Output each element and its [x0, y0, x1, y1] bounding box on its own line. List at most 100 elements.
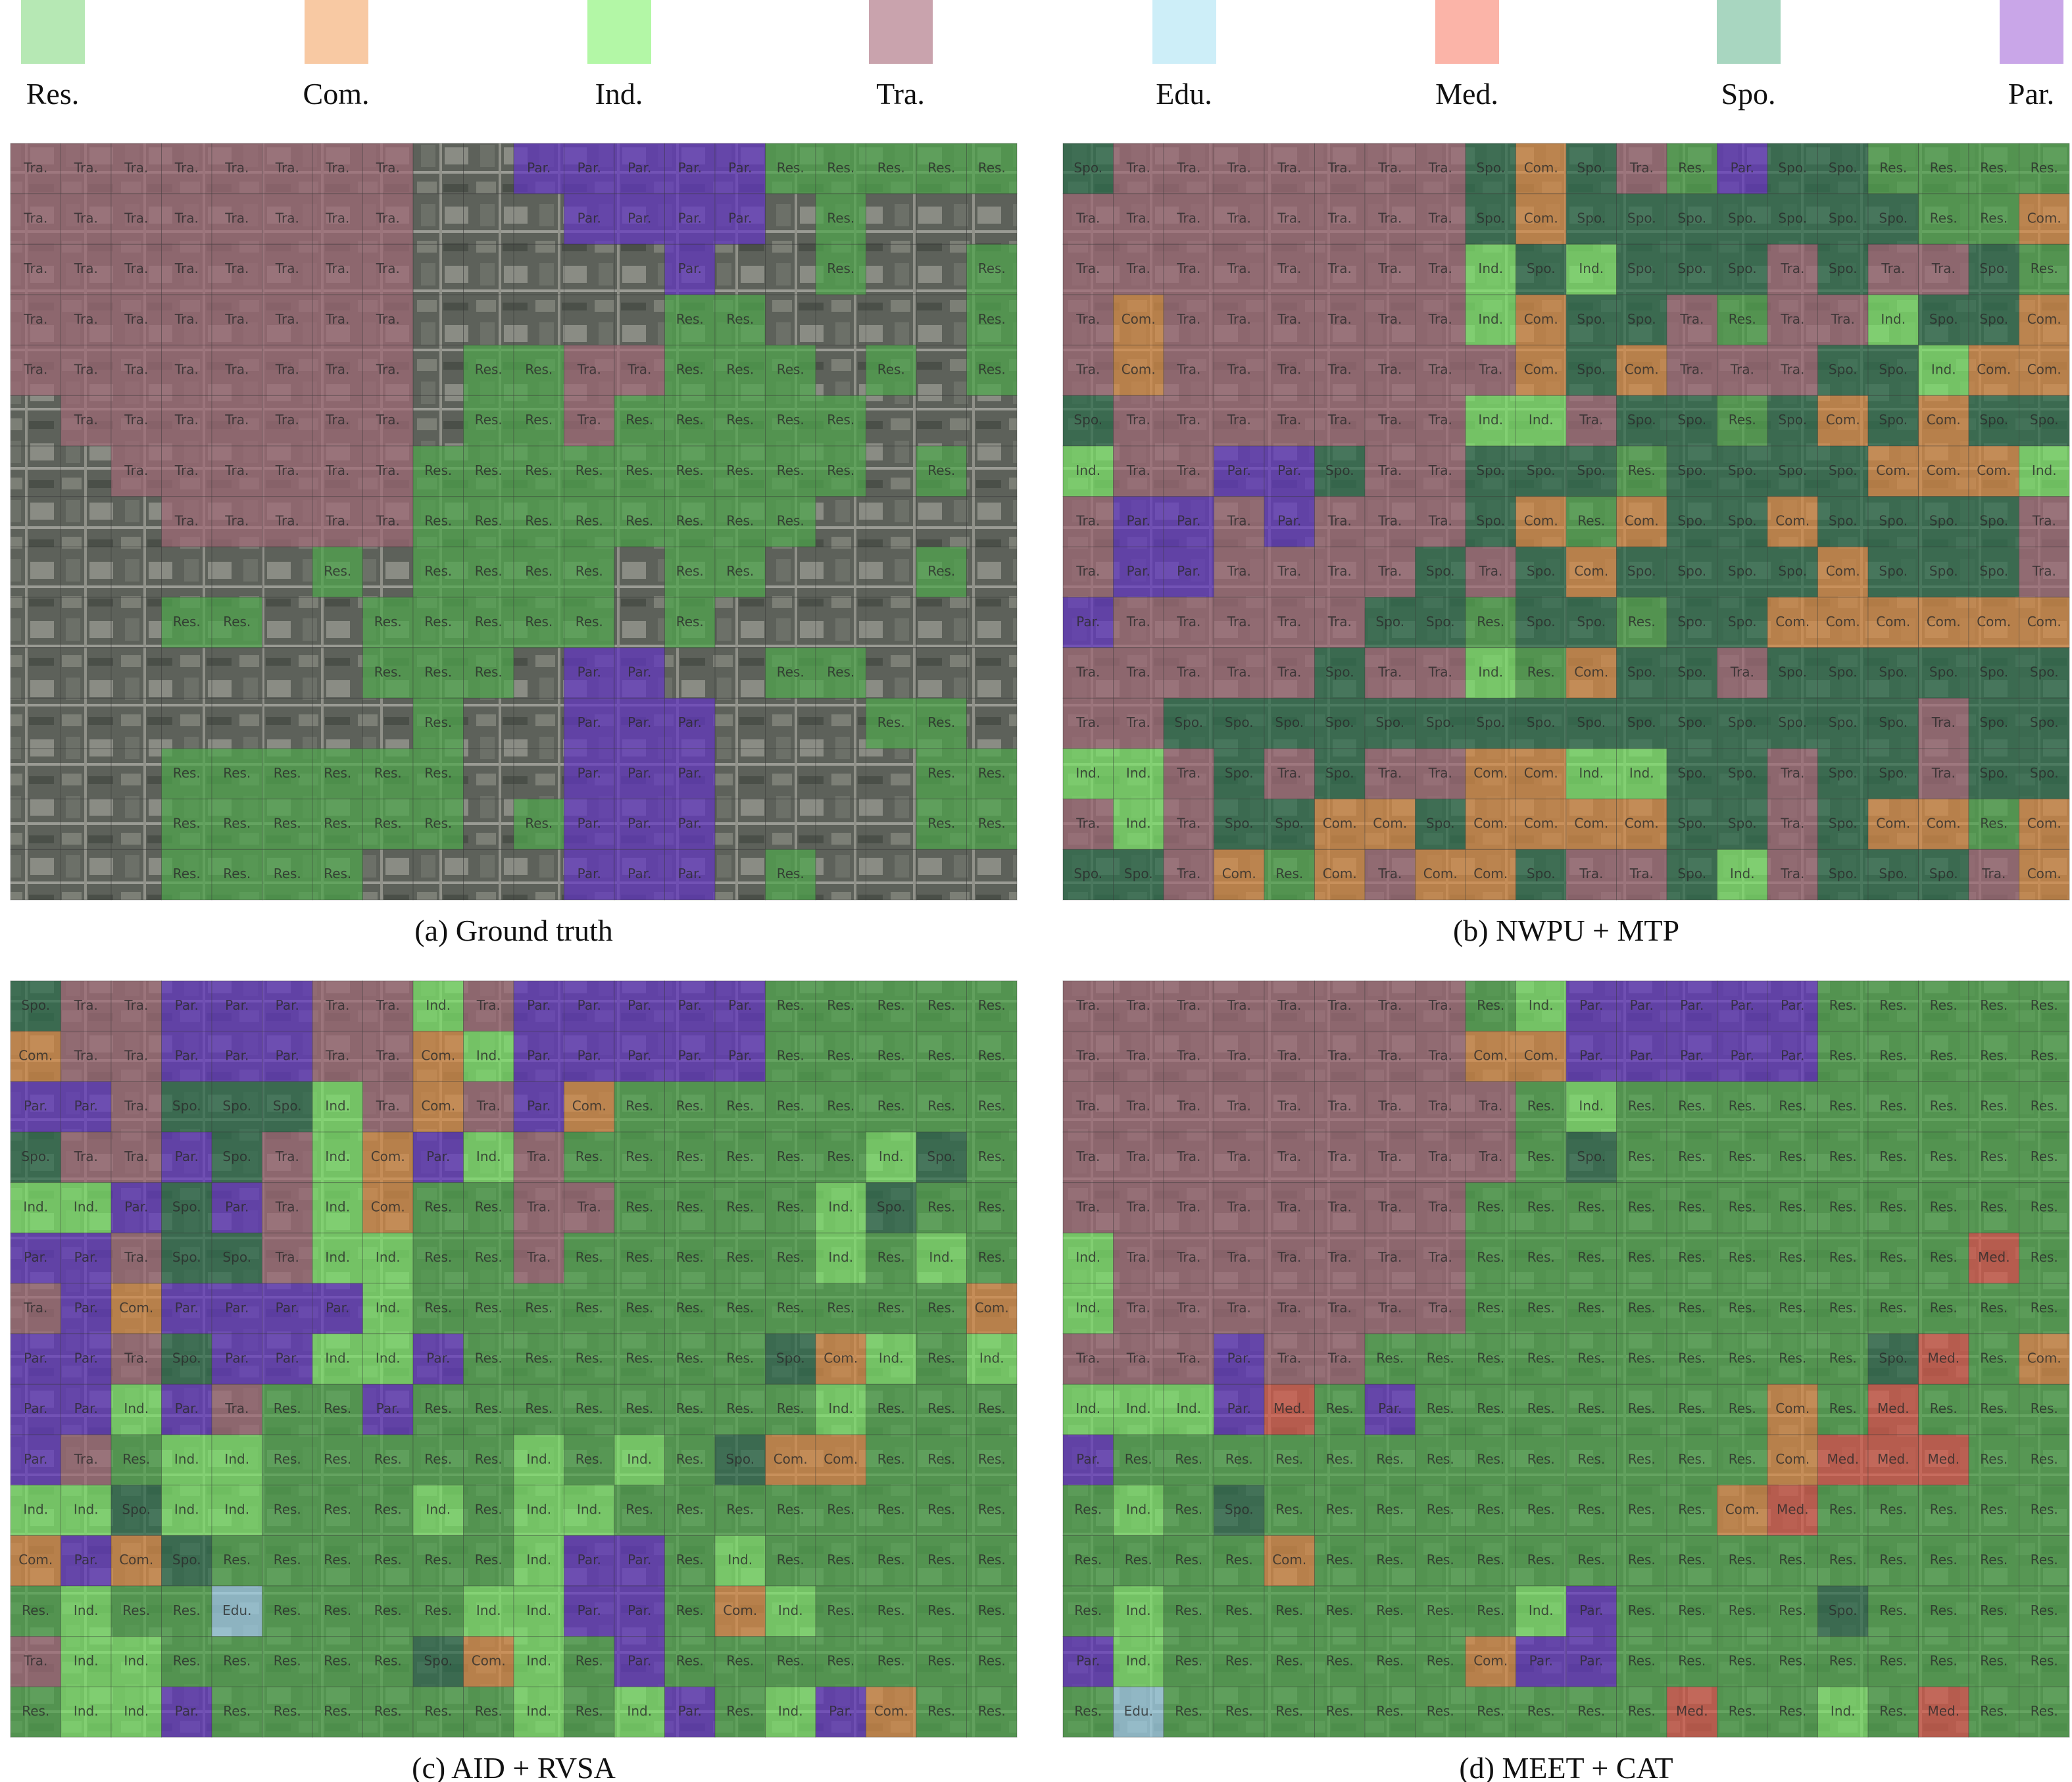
cell-overlay: [715, 1031, 766, 1082]
cell-label: Spo.: [1124, 866, 1153, 881]
cell-overlay: [1969, 1535, 2019, 1586]
cell-overlay: [1918, 1687, 1969, 1737]
cell-overlay: [1868, 1132, 1919, 1183]
cell-overlay: [11, 1586, 61, 1637]
cell-overlay: [916, 1636, 967, 1687]
cell-label: Res.: [1225, 1653, 1253, 1669]
cell-label: Spo.: [1728, 462, 1757, 478]
cell-overlay: [1365, 345, 1416, 396]
cell-overlay: [1365, 1132, 1416, 1183]
cell-label: Res.: [877, 1249, 905, 1265]
cell-label: Res.: [676, 1149, 704, 1164]
cell-overlay: [1616, 799, 1667, 850]
cell-label: Par.: [578, 765, 601, 781]
cell-overlay: [61, 345, 111, 396]
cell-overlay: [1566, 1384, 1617, 1435]
cell-label: Com.: [824, 1350, 858, 1366]
cell-overlay: [312, 799, 363, 850]
cell-label: Ind.: [778, 1602, 803, 1618]
cell-label: Tra.: [224, 210, 249, 226]
cell-label: Res.: [978, 1149, 1006, 1164]
cell-label: Tra.: [1679, 362, 1704, 378]
grid-cell: [866, 395, 917, 447]
cell-label: Res.: [223, 816, 251, 831]
cell-label: Res.: [927, 1048, 955, 1064]
cell-label: Com.: [1323, 816, 1357, 831]
cell-overlay: [1616, 295, 1667, 345]
cell-label: Tra.: [1126, 462, 1150, 478]
cell-label: Tra.: [1579, 866, 1603, 881]
cell-overlay: [1164, 345, 1214, 396]
legend-swatch: [869, 0, 933, 64]
cell-label: Res.: [1829, 1400, 1857, 1416]
cell-overlay: [61, 1132, 111, 1183]
cell-label: Tra.: [74, 362, 98, 378]
cell-label: Res.: [978, 1653, 1006, 1669]
cell-overlay: [463, 345, 514, 396]
cell-label: Ind.: [1831, 1703, 1856, 1719]
cell-overlay: [1817, 1233, 1868, 1283]
cell-label: Ind.: [828, 1249, 853, 1265]
cell-label: Ind.: [828, 1199, 853, 1215]
grid-cell: [765, 748, 816, 800]
cell-label: Par.: [1076, 614, 1100, 630]
cell-label: Res.: [1175, 1602, 1202, 1618]
cell-overlay: [765, 496, 816, 547]
cell-label: Res.: [978, 311, 1006, 327]
cell-overlay: [1214, 1081, 1264, 1132]
grid-cell: [714, 546, 766, 598]
cell-label: Tra.: [325, 412, 349, 428]
cell-overlay: [111, 981, 162, 1031]
cell-label: Tra.: [1176, 765, 1200, 781]
cell-overlay: [1918, 143, 1969, 194]
cell-label: Res.: [676, 311, 704, 327]
cell-overlay: [1314, 1636, 1365, 1687]
cell-label: Tra.: [1377, 1149, 1402, 1164]
cell-overlay: [1969, 1586, 2019, 1637]
cell-label: Ind.: [1931, 362, 1956, 378]
cell-overlay: [564, 981, 614, 1031]
cell-label: Par.: [175, 1149, 199, 1164]
cell-label: Res.: [676, 1350, 704, 1366]
cell-label: Tra.: [74, 1048, 98, 1064]
cell-overlay: [362, 1031, 413, 1082]
cell-label: Par.: [1277, 462, 1301, 478]
cell-overlay: [1717, 597, 1767, 648]
cell-label: Ind.: [1629, 765, 1654, 781]
cell-label: Tra.: [1428, 311, 1452, 327]
cell-overlay: [2019, 597, 2069, 648]
cell-overlay: [1113, 244, 1164, 295]
cell-overlay: [614, 1636, 665, 1687]
grid-cell: [765, 546, 816, 598]
cell-label: Res.: [626, 412, 653, 428]
cell-overlay: [514, 1233, 564, 1283]
cell-label: Tra.: [1176, 997, 1200, 1013]
cell-overlay: [1868, 143, 1919, 194]
cell-label: Ind.: [174, 1502, 199, 1518]
cell-overlay: [11, 345, 61, 396]
cell-overlay: [2019, 1636, 2069, 1687]
cell-overlay: [463, 1586, 514, 1637]
cell-label: Res.: [1628, 1703, 1656, 1719]
cell-overlay: [715, 446, 766, 497]
grid-cell: [966, 1686, 1018, 1738]
cell-label: Res.: [1427, 1653, 1454, 1669]
cell-label: Res.: [1427, 1502, 1454, 1518]
cell-label: Res.: [726, 412, 754, 428]
cell-overlay: [2019, 547, 2069, 597]
grid-cell: [966, 546, 1018, 598]
cell-label: Tra.: [1176, 362, 1200, 378]
legend-label: Par.: [2008, 77, 2054, 111]
cell-overlay: [212, 1031, 262, 1082]
cell-label: Tra.: [325, 210, 349, 226]
cell-label: Par.: [628, 1602, 651, 1618]
cell-label: Par.: [678, 260, 702, 276]
cell-label: Res.: [1477, 997, 1504, 1013]
grid-cell: [966, 849, 1018, 901]
cell-label: Tra.: [1327, 210, 1352, 226]
cell-overlay: [715, 193, 766, 245]
cell-label: Res.: [475, 1400, 503, 1416]
grid-cell: [916, 849, 967, 901]
cell-label: Tra.: [1428, 1149, 1452, 1164]
cell-label: Res.: [1930, 1048, 1958, 1064]
